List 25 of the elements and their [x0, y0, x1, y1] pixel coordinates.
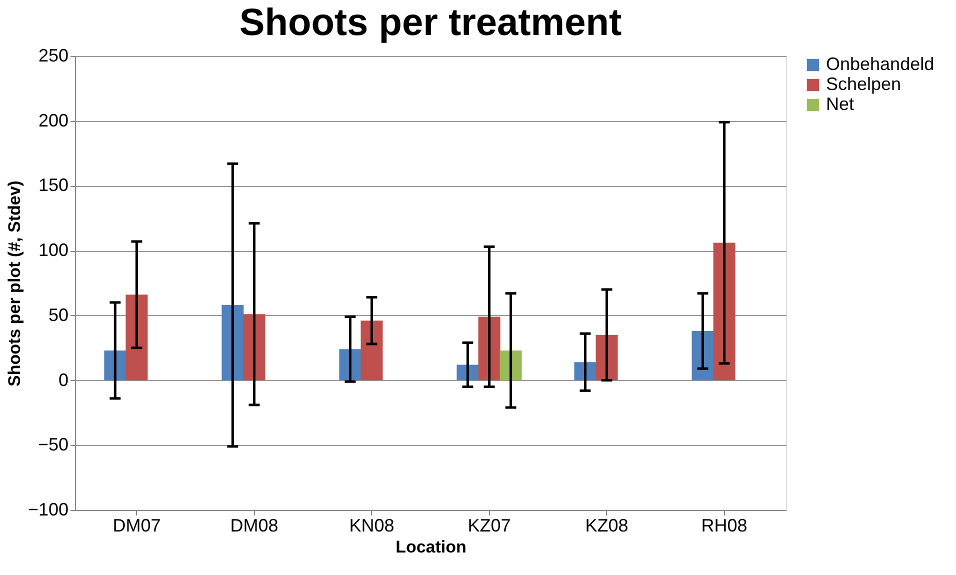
y-tick-label: 100 [38, 240, 68, 260]
legend-label: Net [826, 94, 854, 114]
bar [713, 242, 736, 380]
bar [360, 320, 383, 380]
y-tick-label: −100 [28, 500, 68, 520]
y-tick-label: 50 [48, 304, 68, 325]
y-tick-label: −50 [38, 434, 68, 455]
bar [456, 364, 479, 380]
x-tick-label: KZ07 [468, 516, 511, 536]
y-axis-title: Shoots per plot (#, Stdev) [4, 180, 24, 386]
y-tick-label: 0 [58, 370, 68, 390]
x-tick-label: DM07 [112, 516, 161, 536]
chart-title: Shoots per treatment [239, 2, 622, 44]
legend-label: Onbehandeld [826, 54, 934, 74]
y-tick-label: 250 [38, 46, 68, 66]
bar [126, 294, 148, 380]
x-tick-label: KN08 [349, 516, 394, 536]
x-axis-title: Location [396, 538, 466, 556]
x-tick-label: RH08 [701, 516, 748, 536]
y-tick-label: 200 [38, 110, 68, 130]
y-tick-label: 150 [38, 175, 68, 196]
legend-label: Schelpen [826, 74, 902, 94]
x-tick-label: DM08 [230, 516, 278, 536]
x-tick-label: KZ08 [585, 516, 628, 536]
bar [574, 362, 596, 380]
